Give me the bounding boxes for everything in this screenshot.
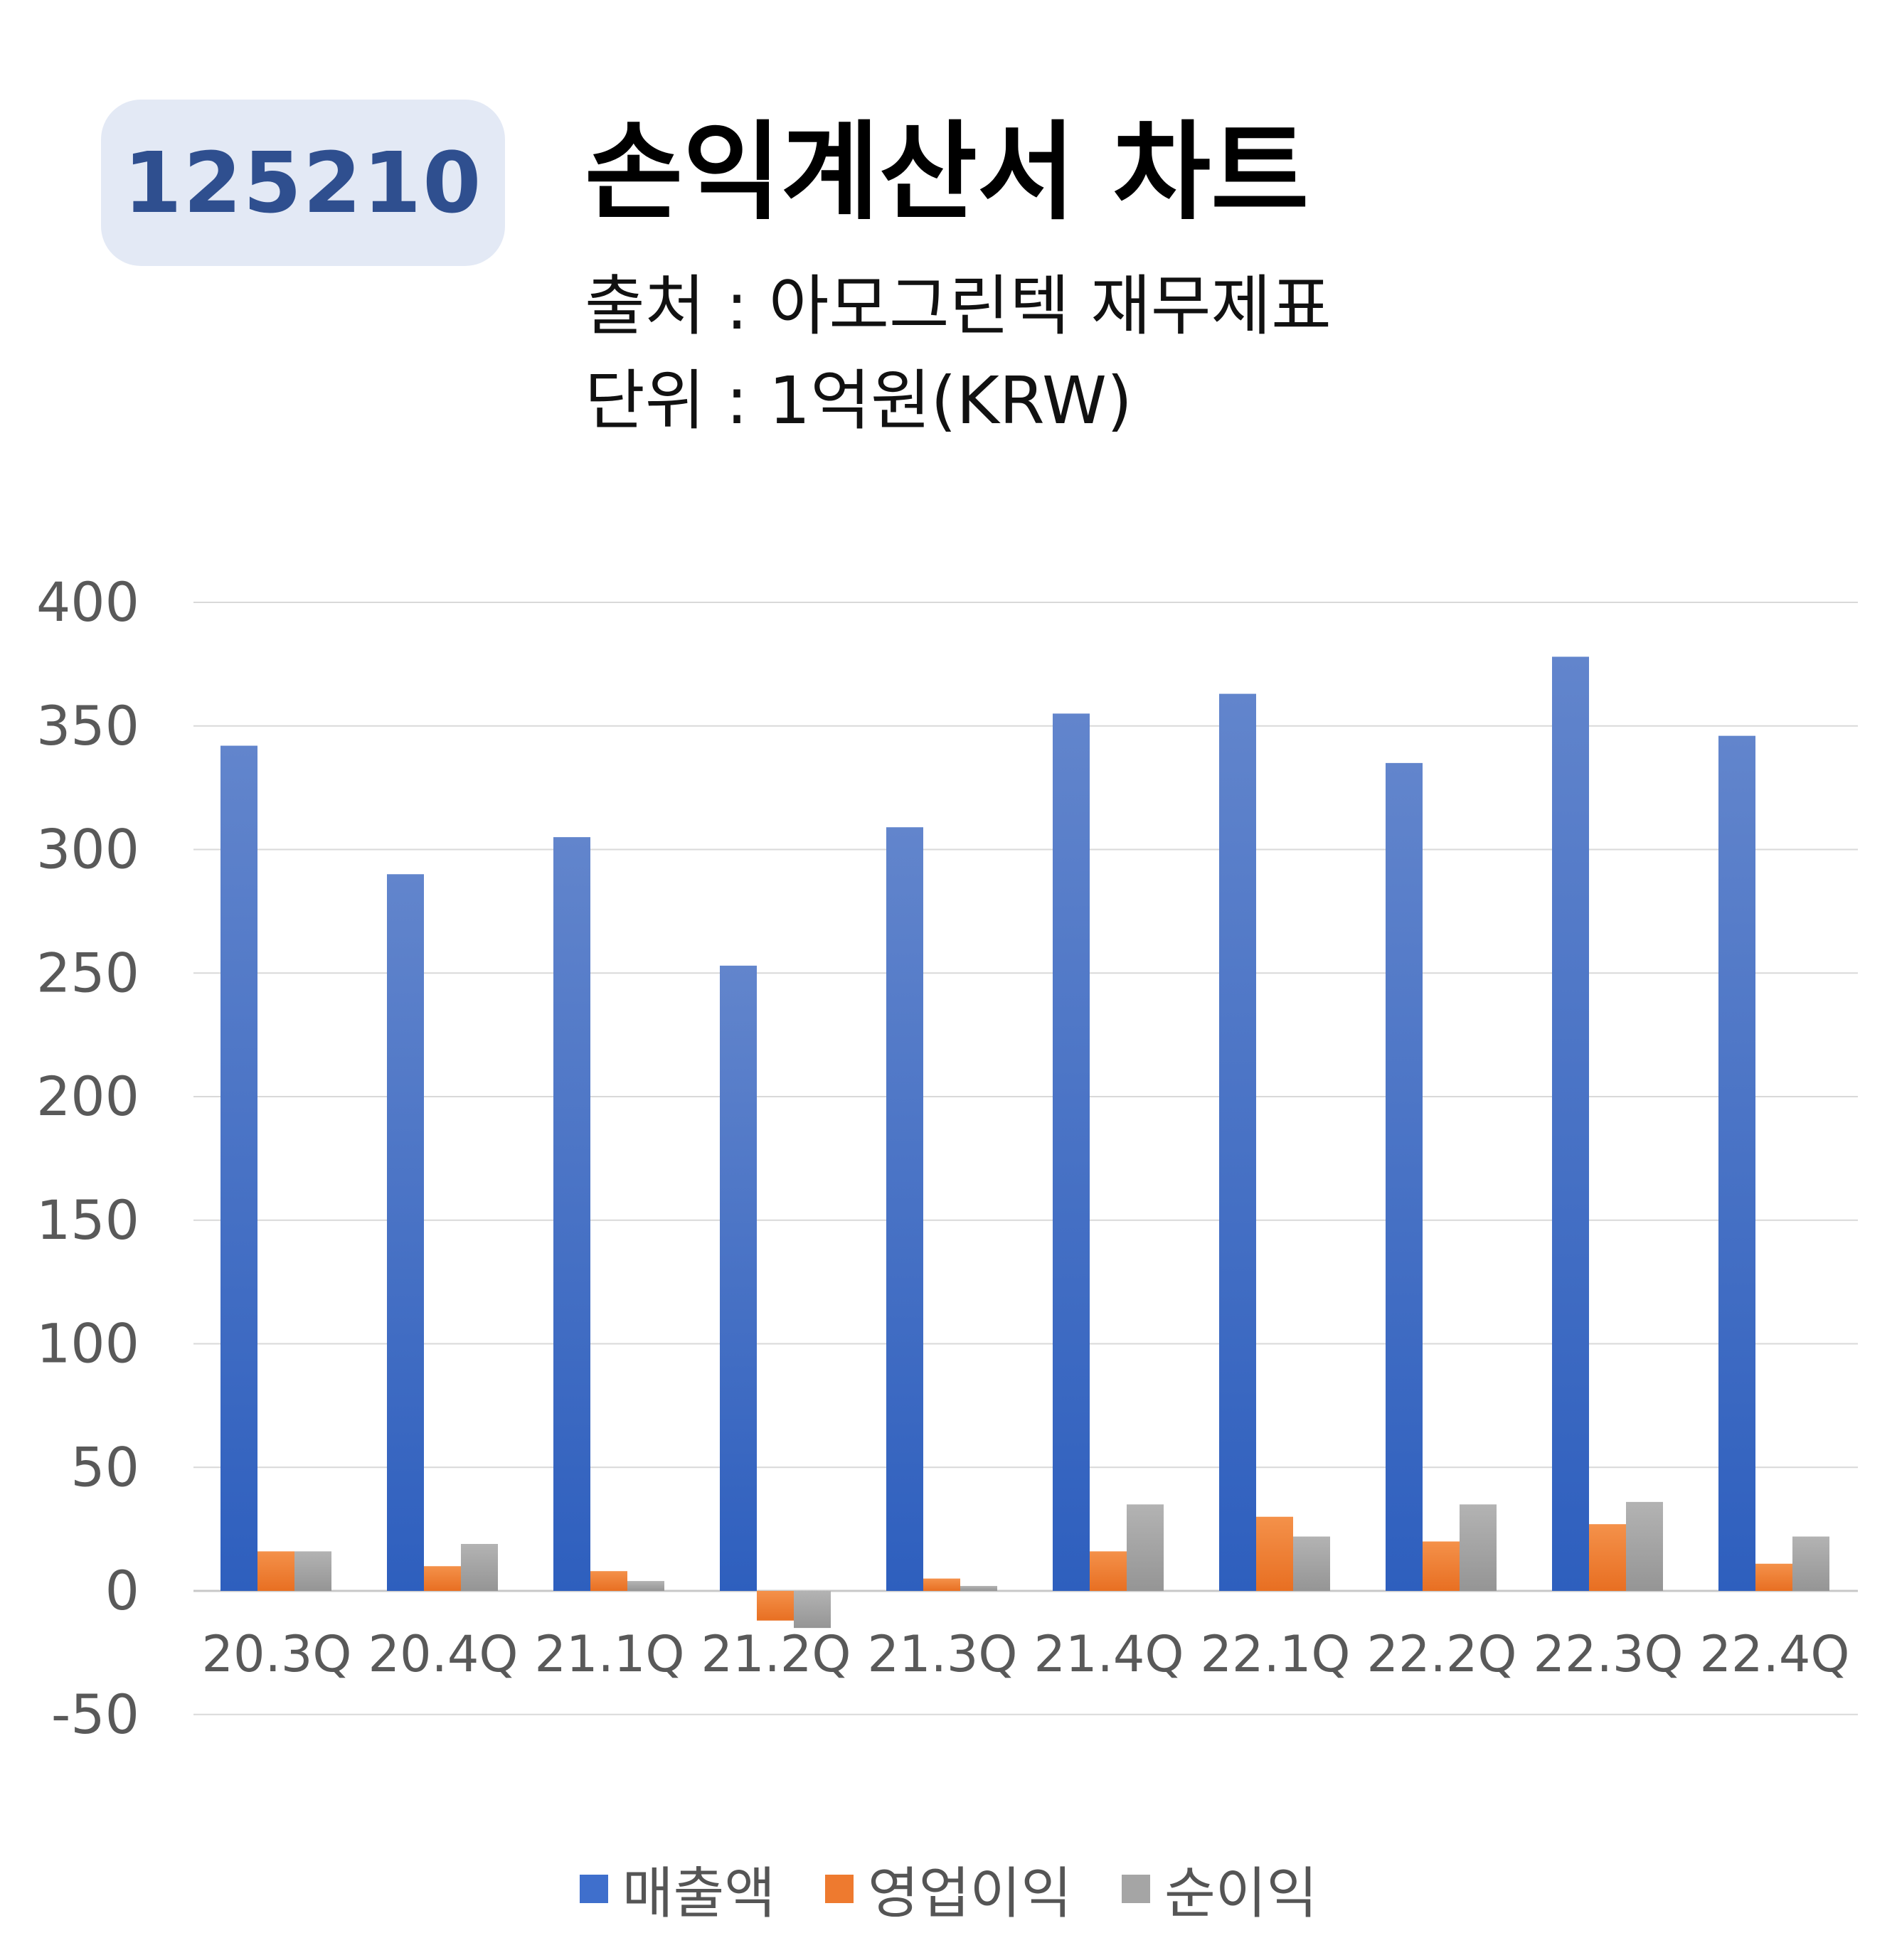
x-tick-label: 20.3Q bbox=[202, 1625, 352, 1683]
bar-net bbox=[1792, 1536, 1829, 1591]
legend-item-operating: 영업이익 bbox=[824, 1849, 1073, 1929]
x-tick-label: 22.2Q bbox=[1367, 1625, 1517, 1683]
bar-sales bbox=[1219, 693, 1256, 1592]
bar-sales bbox=[886, 827, 923, 1591]
legend: 매출액 영업이익 순이익 bbox=[0, 1849, 1897, 1929]
x-tick-label: 21.2Q bbox=[701, 1625, 851, 1683]
y-tick-label: 200 bbox=[36, 1065, 139, 1128]
y-tick-label: 150 bbox=[36, 1188, 139, 1252]
bar-sales bbox=[387, 874, 424, 1591]
bar-sales bbox=[1718, 735, 1755, 1591]
bar-net bbox=[960, 1586, 997, 1591]
bar-net bbox=[294, 1551, 331, 1591]
legend-label-operating: 영업이익 bbox=[867, 1862, 1073, 1926]
bars bbox=[220, 656, 1829, 1629]
bar-net bbox=[1127, 1504, 1164, 1591]
x-axis-ticks: 20.3Q 20.4Q 21.1Q 21.2Q 21.3Q 21.4Q 22.1Q 22.2Q… bbox=[202, 1625, 1850, 1683]
bar-net bbox=[794, 1591, 831, 1629]
ticker-badge: 125210 bbox=[101, 100, 505, 266]
bar-net bbox=[1293, 1536, 1330, 1591]
bar-operating bbox=[923, 1578, 960, 1591]
unit-line: 단위 : 1억원(KRW) bbox=[585, 363, 1132, 439]
bar-net bbox=[461, 1543, 498, 1591]
bar-operating bbox=[757, 1591, 794, 1621]
y-tick-label: 0 bbox=[105, 1559, 139, 1622]
legend-swatch-sales bbox=[579, 1875, 608, 1903]
ticker-code: 125210 bbox=[123, 134, 483, 232]
y-tick-label: -50 bbox=[51, 1683, 139, 1746]
bar-operating bbox=[1589, 1524, 1626, 1591]
bar-net bbox=[1460, 1504, 1497, 1591]
source-line: 출처 : 아모그린텍 재무제표 bbox=[585, 268, 1332, 344]
bar-operating bbox=[590, 1571, 627, 1591]
bar-net bbox=[1626, 1501, 1663, 1591]
bar-net bbox=[627, 1581, 664, 1591]
x-tick-label: 22.3Q bbox=[1534, 1625, 1684, 1683]
y-tick-label: 300 bbox=[36, 818, 139, 881]
legend-swatch-net bbox=[1122, 1875, 1151, 1903]
bar-operating bbox=[1423, 1541, 1460, 1591]
chart-title: 손익계산서 차트 bbox=[585, 111, 1309, 235]
bar-sales bbox=[1386, 762, 1423, 1591]
bar-chart: -50 0 50 100 150 200 250 300 350 400 20.3Q 20.4Q 21… bbox=[36, 570, 1858, 1746]
y-tick-label: 400 bbox=[36, 570, 139, 634]
legend-label-net: 순이익 bbox=[1164, 1862, 1318, 1926]
x-tick-label: 21.4Q bbox=[1034, 1625, 1184, 1683]
x-tick-label: 21.3Q bbox=[868, 1625, 1018, 1683]
x-tick-label: 22.4Q bbox=[1700, 1625, 1850, 1683]
bar-operating bbox=[424, 1566, 461, 1591]
x-tick-label: 21.1Q bbox=[535, 1625, 685, 1683]
bar-operating bbox=[1090, 1551, 1127, 1591]
bar-sales bbox=[1053, 713, 1090, 1591]
y-tick-label: 250 bbox=[36, 941, 139, 1004]
y-tick-label: 50 bbox=[70, 1435, 139, 1498]
legend-label-sales: 매출액 bbox=[622, 1862, 775, 1926]
legend-item-sales: 매출액 bbox=[579, 1849, 775, 1929]
y-axis-ticks: -50 0 50 100 150 200 250 300 350 400 bbox=[36, 570, 139, 1746]
bar-operating bbox=[1755, 1563, 1792, 1591]
bar-sales bbox=[220, 745, 257, 1591]
bar-sales bbox=[553, 837, 590, 1591]
bar-operating bbox=[1256, 1516, 1293, 1591]
legend-swatch-operating bbox=[824, 1875, 854, 1903]
x-tick-label: 20.4Q bbox=[368, 1625, 519, 1683]
legend-item-net: 순이익 bbox=[1122, 1849, 1317, 1929]
y-tick-label: 350 bbox=[36, 694, 139, 757]
bar-operating bbox=[257, 1551, 294, 1591]
y-tick-label: 100 bbox=[36, 1312, 139, 1375]
bar-sales bbox=[1552, 656, 1589, 1592]
x-tick-label: 22.1Q bbox=[1201, 1625, 1351, 1683]
bar-sales bbox=[720, 965, 757, 1591]
